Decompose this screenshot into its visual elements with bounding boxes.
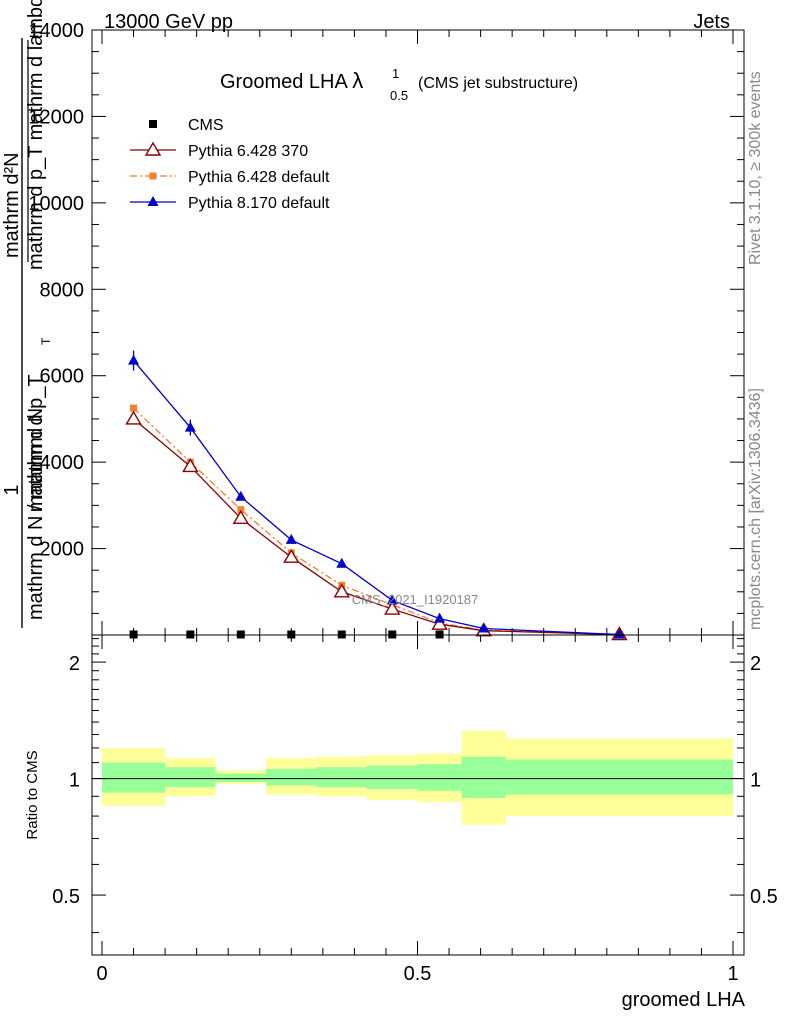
data-point bbox=[333, 583, 350, 598]
y-tick-label: 2000 bbox=[40, 539, 85, 561]
y-tick-label: 12000 bbox=[28, 106, 84, 128]
data-point bbox=[235, 490, 247, 501]
y-tick-label: 14000 bbox=[28, 20, 84, 42]
x-axis-label: groomed LHA bbox=[622, 989, 746, 1011]
data-point bbox=[386, 594, 398, 605]
y-frac-num: mathrm d N bbox=[25, 408, 47, 512]
ratio-y-tick-label: 1 bbox=[69, 770, 80, 792]
ratio-inner-band bbox=[215, 773, 267, 782]
data-point bbox=[128, 354, 140, 365]
ratio-inner-band bbox=[417, 764, 462, 791]
data-point bbox=[237, 506, 245, 514]
y-tick-label: 6000 bbox=[40, 366, 85, 388]
data-point bbox=[186, 630, 195, 639]
header-right: Jets bbox=[693, 11, 730, 33]
ratio-y-tick-label-right: 0.5 bbox=[750, 886, 778, 908]
ratio-y-tick-label-right: 1 bbox=[750, 770, 761, 792]
data-point bbox=[184, 421, 196, 432]
legend-label: Pythia 6.428 default bbox=[188, 169, 330, 186]
legend-label: Pythia 6.428 370 bbox=[188, 143, 308, 160]
plot-title: Groomed LHA λ 1 0.5 (CMS jet substructur… bbox=[220, 66, 578, 103]
ratio-y-tick-label: 0.5 bbox=[52, 886, 80, 908]
legend-marker bbox=[149, 172, 157, 180]
legend-marker bbox=[149, 120, 157, 128]
data-point bbox=[232, 509, 250, 525]
data-point bbox=[384, 600, 401, 615]
ratio-inner-band bbox=[461, 756, 506, 799]
ratio-panel: 0.5 0.5 1 1 2 2 0 0.5 1 bbox=[52, 634, 778, 985]
ratio-y-tick-label-right: 2 bbox=[750, 653, 761, 675]
title-main: Groomed LHA bbox=[220, 71, 352, 93]
data-point bbox=[336, 557, 348, 568]
ratio-inner-band bbox=[266, 768, 317, 786]
x-tick-label: 0 bbox=[96, 963, 107, 985]
legend: CMS Pythia 6.428 370 Pythia 6.428 default P… bbox=[130, 117, 330, 212]
data-point bbox=[435, 630, 444, 639]
mcplots-label: mcplots.cern.ch [arXiv:1306.3436] bbox=[747, 388, 764, 630]
rivet-label: Rivet 3.1.10, ≥ 300k events bbox=[747, 71, 764, 265]
x-tick-label: 0.5 bbox=[404, 963, 432, 985]
data-point bbox=[287, 630, 296, 639]
data-point bbox=[434, 612, 446, 623]
legend-marker bbox=[147, 196, 159, 206]
title-lambda: λ bbox=[352, 68, 363, 93]
data-point bbox=[182, 458, 199, 473]
data-point bbox=[285, 533, 297, 544]
main-panel: 2000 4000 6000 8000 10000 12000 14000 bbox=[28, 20, 745, 641]
data-point bbox=[129, 630, 138, 639]
y-sub-t: T bbox=[39, 337, 53, 345]
ratio-inner-band bbox=[102, 762, 166, 793]
y-ratio-den: mathrm d p_T mathrm d lambda bbox=[25, 0, 47, 270]
ratio-y-label: Ratio to CMS bbox=[24, 750, 41, 839]
ratio-inner-band bbox=[505, 759, 733, 795]
data-point bbox=[613, 628, 625, 639]
ratio-inner-band bbox=[165, 767, 216, 788]
y-tick-label: 10000 bbox=[28, 193, 84, 215]
legend-label: CMS bbox=[188, 117, 224, 134]
data-point bbox=[478, 622, 490, 633]
legend-label: Pythia 8.170 default bbox=[188, 195, 330, 212]
ratio-y-tick-label: 2 bbox=[69, 653, 80, 675]
title-note: (CMS jet substructure) bbox=[418, 75, 578, 92]
legend-marker bbox=[144, 141, 162, 156]
y-one: 1 bbox=[1, 484, 23, 495]
data-point bbox=[388, 630, 397, 639]
data-point bbox=[125, 410, 142, 425]
data-point bbox=[130, 404, 138, 412]
main-y-label: 1 mathrm d N mathrm d N / mathrm d p_T m… bbox=[1, 0, 53, 628]
title-sup: 1 bbox=[392, 66, 399, 81]
y-tick-label: 4000 bbox=[40, 452, 85, 474]
y-frac-den: mathrm d N / mathrm d p_T bbox=[25, 374, 47, 620]
y-tick-label: 8000 bbox=[40, 279, 85, 301]
title-sub: 0.5 bbox=[390, 88, 408, 103]
data-point bbox=[283, 548, 300, 563]
ratio-inner-band bbox=[367, 765, 418, 789]
x-tick-label: 1 bbox=[727, 963, 738, 985]
header-left: 13000 GeV pp bbox=[104, 11, 233, 33]
watermark: CMS_2021_I1920187 bbox=[352, 592, 479, 607]
data-point bbox=[431, 615, 448, 630]
svg-text:Groomed LHA λ: Groomed LHA λ bbox=[220, 68, 363, 93]
y-ratio-num: mathrm d²N bbox=[1, 152, 23, 258]
data-point bbox=[337, 630, 346, 639]
data-point bbox=[236, 630, 245, 639]
ratio-inner-band bbox=[316, 767, 368, 788]
